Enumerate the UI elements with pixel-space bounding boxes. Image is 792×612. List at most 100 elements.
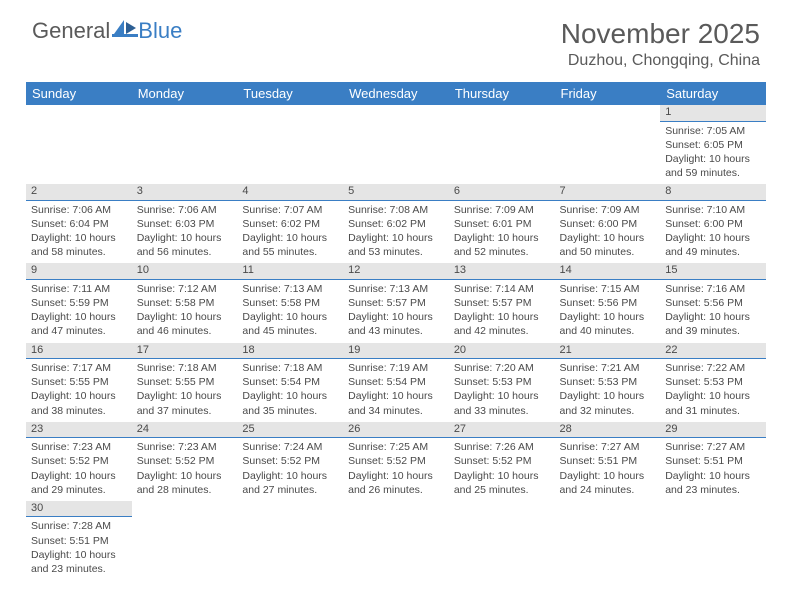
daylight-line: Daylight: 10 hours and 32 minutes. [560,389,656,417]
day-content-cell: Sunrise: 7:13 AMSunset: 5:58 PMDaylight:… [237,279,343,342]
daylight-line: Daylight: 10 hours and 23 minutes. [31,548,127,576]
sunrise-line: Sunrise: 7:11 AM [31,282,127,296]
sunrise-line: Sunrise: 7:26 AM [454,440,550,454]
day-content-cell: Sunrise: 7:12 AMSunset: 5:58 PMDaylight:… [132,279,238,342]
day-number-cell [555,501,661,517]
day-content-cell: Sunrise: 7:27 AMSunset: 5:51 PMDaylight:… [660,438,766,501]
day-number-cell: 10 [132,263,238,279]
day-content-cell: Sunrise: 7:21 AMSunset: 5:53 PMDaylight:… [555,359,661,422]
daylight-line: Daylight: 10 hours and 24 minutes. [560,469,656,497]
logo: General Blue [32,18,182,44]
sunrise-line: Sunrise: 7:15 AM [560,282,656,296]
sunset-line: Sunset: 5:51 PM [31,534,127,548]
day-content-cell: Sunrise: 7:05 AMSunset: 6:05 PMDaylight:… [660,121,766,184]
day-number-cell: 26 [343,422,449,438]
sunset-line: Sunset: 5:51 PM [665,454,761,468]
day-content-cell: Sunrise: 7:09 AMSunset: 6:00 PMDaylight:… [555,200,661,263]
day-number-cell: 25 [237,422,343,438]
daylight-line: Daylight: 10 hours and 37 minutes. [137,389,233,417]
day-number-cell: 15 [660,263,766,279]
daylight-line: Daylight: 10 hours and 23 minutes. [665,469,761,497]
daylight-line: Daylight: 10 hours and 39 minutes. [665,310,761,338]
day-number-cell: 5 [343,184,449,200]
sunset-line: Sunset: 6:02 PM [348,217,444,231]
sunrise-line: Sunrise: 7:06 AM [137,203,233,217]
sunrise-line: Sunrise: 7:27 AM [665,440,761,454]
day-number-cell [237,501,343,517]
weekday-header: Thursday [449,82,555,105]
sunrise-line: Sunrise: 7:21 AM [560,361,656,375]
header: General Blue November 2025 Duzhou, Chong… [0,0,792,78]
day-number-cell [343,501,449,517]
daylight-line: Daylight: 10 hours and 38 minutes. [31,389,127,417]
daylight-line: Daylight: 10 hours and 50 minutes. [560,231,656,259]
day-content-cell [132,121,238,184]
day-content-cell [237,121,343,184]
day-content-cell: Sunrise: 7:28 AMSunset: 5:51 PMDaylight:… [26,517,132,580]
day-content-cell: Sunrise: 7:27 AMSunset: 5:51 PMDaylight:… [555,438,661,501]
day-content-cell: Sunrise: 7:09 AMSunset: 6:01 PMDaylight:… [449,200,555,263]
daylight-line: Daylight: 10 hours and 40 minutes. [560,310,656,338]
day-content-cell [343,121,449,184]
day-number-cell [449,105,555,121]
day-number-cell: 11 [237,263,343,279]
daylight-line: Daylight: 10 hours and 53 minutes. [348,231,444,259]
sunrise-line: Sunrise: 7:05 AM [665,124,761,138]
weekday-header: Sunday [26,82,132,105]
title-block: November 2025 Duzhou, Chongqing, China [561,18,760,70]
day-number-cell [26,105,132,121]
sunrise-line: Sunrise: 7:17 AM [31,361,127,375]
sunset-line: Sunset: 5:52 PM [348,454,444,468]
day-number-cell: 1 [660,105,766,121]
sunset-line: Sunset: 5:57 PM [454,296,550,310]
sunset-line: Sunset: 5:58 PM [137,296,233,310]
sunset-line: Sunset: 6:05 PM [665,138,761,152]
daylight-line: Daylight: 10 hours and 27 minutes. [242,469,338,497]
day-content-cell: Sunrise: 7:24 AMSunset: 5:52 PMDaylight:… [237,438,343,501]
weekday-row: Sunday Monday Tuesday Wednesday Thursday… [26,82,766,105]
daylight-line: Daylight: 10 hours and 45 minutes. [242,310,338,338]
daylight-line: Daylight: 10 hours and 58 minutes. [31,231,127,259]
weekday-header: Friday [555,82,661,105]
day-number-cell: 21 [555,343,661,359]
day-number-cell [555,105,661,121]
daylight-line: Daylight: 10 hours and 59 minutes. [665,152,761,180]
day-number-cell: 19 [343,343,449,359]
weekday-header: Wednesday [343,82,449,105]
sunrise-line: Sunrise: 7:19 AM [348,361,444,375]
sunset-line: Sunset: 5:55 PM [31,375,127,389]
sunset-line: Sunset: 6:00 PM [560,217,656,231]
sunset-line: Sunset: 5:52 PM [31,454,127,468]
day-number-cell: 29 [660,422,766,438]
calendar: Sunday Monday Tuesday Wednesday Thursday… [26,82,766,580]
day-number-cell [449,501,555,517]
sunrise-line: Sunrise: 7:23 AM [31,440,127,454]
day-number-cell: 24 [132,422,238,438]
sunrise-line: Sunrise: 7:06 AM [31,203,127,217]
day-content-cell [660,517,766,580]
sunset-line: Sunset: 5:52 PM [242,454,338,468]
day-number-row: 30 [26,501,766,517]
day-number-cell: 4 [237,184,343,200]
sunset-line: Sunset: 5:57 PM [348,296,444,310]
day-number-row: 9101112131415 [26,263,766,279]
sunrise-line: Sunrise: 7:18 AM [137,361,233,375]
sunset-line: Sunset: 5:56 PM [665,296,761,310]
day-number-cell: 8 [660,184,766,200]
day-number-row: 2345678 [26,184,766,200]
day-content-cell: Sunrise: 7:08 AMSunset: 6:02 PMDaylight:… [343,200,449,263]
sunset-line: Sunset: 6:03 PM [137,217,233,231]
day-number-row: 16171819202122 [26,343,766,359]
daylight-line: Daylight: 10 hours and 26 minutes. [348,469,444,497]
day-content-cell [449,517,555,580]
sunrise-line: Sunrise: 7:28 AM [31,519,127,533]
day-number-cell [132,501,238,517]
day-number-cell: 20 [449,343,555,359]
day-content-cell: Sunrise: 7:10 AMSunset: 6:00 PMDaylight:… [660,200,766,263]
sunset-line: Sunset: 5:53 PM [560,375,656,389]
title-location: Duzhou, Chongqing, China [561,52,760,70]
day-number-cell: 13 [449,263,555,279]
daylight-line: Daylight: 10 hours and 25 minutes. [454,469,550,497]
day-content-cell: Sunrise: 7:22 AMSunset: 5:53 PMDaylight:… [660,359,766,422]
daylight-line: Daylight: 10 hours and 33 minutes. [454,389,550,417]
